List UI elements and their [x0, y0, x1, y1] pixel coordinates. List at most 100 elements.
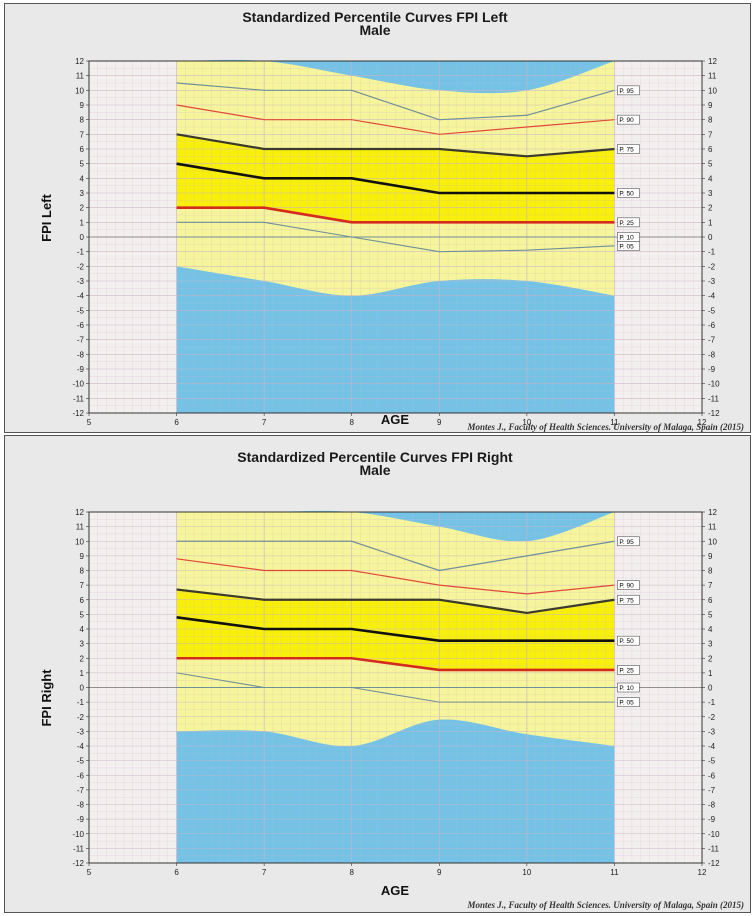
y-tick-label-right: 9	[708, 101, 713, 110]
x-axis-label: AGE	[381, 412, 410, 427]
series-line-95	[176, 540, 615, 572]
y-tick-label-right: -2	[708, 713, 716, 722]
y-tick-label-right: -5	[708, 757, 716, 766]
y-tick-label-right: -12	[708, 409, 720, 418]
y-tick-label: 6	[80, 145, 85, 154]
x-tick-label: 7	[262, 868, 267, 877]
x-tick-label: 5	[87, 868, 92, 877]
x-tick-label: 11	[610, 868, 619, 877]
y-tick-label: -9	[77, 815, 85, 824]
series-line-50	[176, 616, 615, 642]
series-line-90	[176, 104, 615, 135]
y-tick-label: 4	[80, 625, 85, 634]
y-tick-label: 3	[80, 189, 85, 198]
y-tick-label-right: -4	[708, 742, 716, 751]
series-line-05	[176, 686, 615, 703]
y-tick-label: -6	[77, 771, 85, 780]
series-label: P. 10	[619, 235, 634, 242]
y-tick-label: 3	[80, 640, 85, 649]
y-tick-label-right: 2	[708, 204, 713, 213]
y-tick-label: -4	[77, 292, 85, 301]
y-tick-label: 6	[80, 596, 85, 605]
y-tick-label-right: -8	[708, 801, 716, 810]
series-label-box	[617, 114, 640, 125]
chart-title: Standardized Percentile Curves FPI Right	[237, 449, 513, 465]
y-tick-label: 12	[75, 57, 84, 66]
y-tick-label-right: -3	[708, 277, 716, 286]
series-label-box	[617, 188, 640, 198]
series-label-box	[617, 580, 640, 590]
series-line-50	[176, 162, 615, 195]
series-label: P. 90	[619, 583, 634, 590]
y-tick-label: 7	[80, 581, 85, 590]
y-tick-label-right: -4	[708, 292, 716, 301]
series-label: P. 75	[619, 597, 634, 604]
y-tick-label-right: 7	[708, 581, 713, 590]
y-tick-label: 8	[80, 116, 85, 125]
x-tick-label: 7	[262, 418, 267, 427]
y-tick-label: -11	[73, 844, 85, 853]
series-label-box	[617, 665, 640, 675]
y-tick-label-right: 12	[708, 508, 717, 517]
series-line-90	[176, 558, 615, 595]
y-tick-label-right: 0	[708, 233, 713, 242]
series-label: P. 50	[619, 638, 634, 645]
y-tick-label-right: 3	[708, 640, 713, 649]
y-tick-label-right: 0	[708, 684, 713, 693]
series-label: P. 75	[619, 147, 634, 154]
x-tick-label: 12	[698, 868, 707, 877]
series-label-box	[617, 536, 640, 547]
y-tick-label: -10	[72, 380, 84, 389]
series-label: P. 25	[619, 667, 634, 674]
y-tick-label-right: -11	[708, 394, 720, 403]
y-tick-label-right: 11	[708, 72, 717, 81]
y-tick-label: 10	[75, 86, 84, 95]
y-tick-label-right: 5	[708, 160, 713, 169]
y-tick-label: 2	[80, 654, 85, 663]
y-tick-label: 5	[80, 160, 85, 169]
y-tick-label-right: -11	[708, 844, 720, 853]
y-tick-label-right: 4	[708, 174, 713, 183]
y-tick-label-right: 1	[708, 218, 713, 227]
y-tick-label: 1	[80, 669, 85, 678]
credit-note: Montes J., Faculty of Health Sciences. U…	[467, 422, 745, 432]
y-tick-label-right: 10	[708, 537, 717, 546]
series-label: P. 95	[619, 88, 634, 95]
y-tick-label-right: -2	[708, 262, 716, 271]
x-tick-label: 9	[437, 868, 442, 877]
y-tick-label: -1	[77, 248, 85, 257]
series-label: P. 05	[619, 700, 634, 707]
series-label-box	[617, 217, 640, 228]
x-tick-label: 6	[174, 418, 179, 427]
x-tick-label: 8	[349, 418, 354, 427]
y-tick-label-right: -6	[708, 321, 716, 330]
y-tick-label-right: -1	[708, 248, 716, 257]
series-label: P. 10	[619, 685, 634, 692]
series-line-10	[176, 221, 615, 238]
y-tick-label-right: 12	[708, 57, 717, 66]
y-tick-label: 9	[80, 552, 85, 561]
y-tick-label-right: -10	[708, 830, 720, 839]
x-tick-label: 11	[610, 418, 619, 427]
y-tick-label-right: -9	[708, 365, 716, 374]
series-line-05	[176, 236, 615, 253]
x-axis-label: AGE	[381, 883, 410, 898]
y-tick-label: 11	[76, 72, 85, 81]
series-line-75	[176, 133, 615, 158]
series-label-box	[617, 85, 640, 96]
series-label: P. 25	[619, 220, 634, 227]
y-tick-label: -5	[77, 757, 85, 766]
y-tick-label: -7	[77, 786, 85, 795]
x-tick-label: 10	[522, 418, 531, 427]
y-tick-label: -2	[77, 262, 85, 271]
y-tick-label: -10	[72, 830, 84, 839]
y-tick-label: -2	[77, 713, 85, 722]
y-tick-label-right: -5	[708, 306, 716, 315]
series-label: P. 95	[619, 539, 634, 546]
y-tick-label: 11	[76, 523, 85, 532]
y-tick-label-right: -1	[708, 698, 716, 707]
y-tick-label-right: -10	[708, 380, 720, 389]
y-tick-label: -8	[77, 350, 85, 359]
y-tick-label: 4	[80, 174, 85, 183]
